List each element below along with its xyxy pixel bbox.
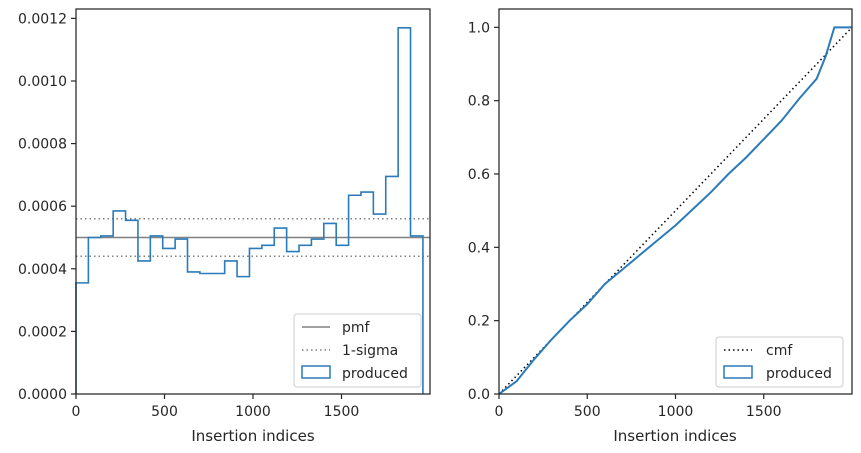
cmf-y-tick-label: 0.4: [468, 240, 490, 256]
cmf-line: [498, 26, 853, 395]
produced-cumulative-line: [498, 26, 852, 395]
cmf-x-tick-label: 1000: [658, 404, 694, 420]
cmf-y-tick-label: 0.8: [468, 94, 490, 110]
histogram-y-tick-label: 0.0008: [18, 137, 67, 153]
legend-pmf-label: pmf: [342, 320, 371, 336]
cmf-x-tick-label: 0: [495, 404, 504, 420]
cmf-frame: [498, 8, 853, 395]
histogram-x-tick-label: 1000: [235, 404, 271, 420]
histogram-plot-area: 0 500 1000 1500 0.0000 0.0002 0.0004 0.0006 0.00…: [18, 8, 431, 420]
histogram-x-axis-label: Insertion indices: [191, 427, 314, 445]
cmf-panel: 0 500 1000 1500 0.0 0.2 0.4 0.6 0.8 1.0 cmf produ…: [468, 8, 853, 445]
cmf-x-tick-label: 500: [574, 404, 601, 420]
cmf-x-tick-label: 1500: [746, 404, 782, 420]
cmf-y-tick-label: 1.0: [468, 20, 490, 36]
legend-cum-produced-swatch: [723, 365, 753, 379]
histogram-y-tick-label: 0.0010: [18, 74, 67, 90]
produced-histogram-outline: [75, 26, 424, 394]
histogram-y-tick-label: 0.0002: [18, 324, 67, 340]
histogram-x-tick-label: 500: [151, 404, 178, 420]
histogram-y-tick-label: 0.0004: [18, 262, 67, 278]
histogram-panel: 0 500 1000 1500 0.0000 0.0002 0.0004 0.0006 0.00…: [18, 8, 431, 445]
histogram-x-tick-label: 1500: [324, 404, 360, 420]
histogram-y-tick-label: 0.0012: [18, 11, 67, 27]
cmf-x-axis-label: Insertion indices: [613, 427, 736, 445]
cmf-y-tick-label: 0.2: [468, 314, 490, 330]
legend-produced-swatch: [301, 365, 331, 379]
cmf-plot-area: 0 500 1000 1500 0.0 0.2 0.4 0.6 0.8 1.0: [468, 8, 853, 420]
legend-sigma-label: 1-sigma: [342, 343, 398, 359]
legend-produced-label: produced: [342, 366, 408, 382]
histogram-legend: pmf 1-sigma produced: [293, 313, 422, 388]
histogram-y-tick-label: 0.0000: [18, 387, 67, 403]
histogram-x-tick-label: 0: [72, 404, 81, 420]
histogram-y-tick-label: 0.0006: [18, 199, 67, 215]
histogram-legend-box: [293, 313, 422, 388]
cmf-y-tick-label: 0.6: [468, 167, 490, 183]
cmf-legend: cmf produced: [715, 336, 844, 388]
legend-cum-produced-label: produced: [766, 366, 832, 382]
legend-cmf-label: cmf: [766, 343, 793, 359]
cmf-y-tick-label: 0.0: [468, 387, 490, 403]
